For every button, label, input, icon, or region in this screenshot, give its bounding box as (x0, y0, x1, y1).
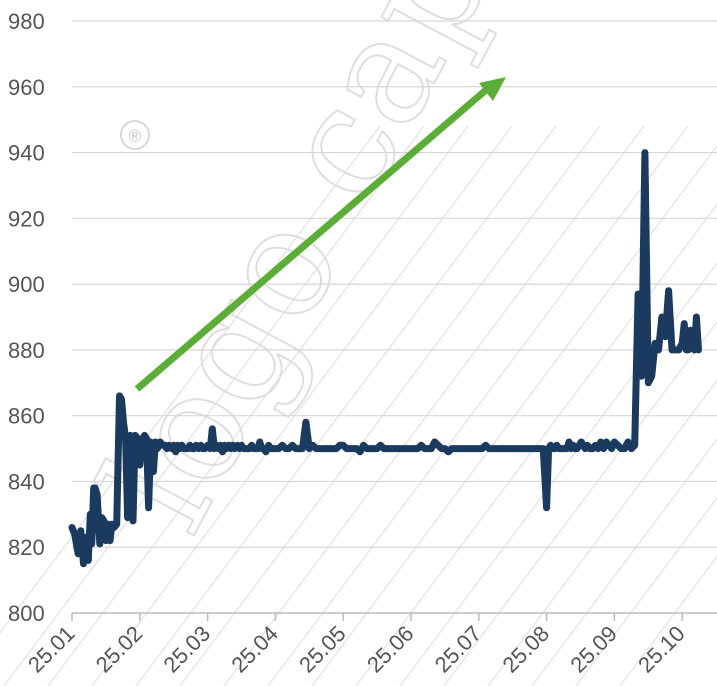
y-tick-label: 940 (8, 141, 45, 166)
y-tick-label: 860 (8, 404, 45, 429)
y-tick-label: 980 (8, 9, 45, 34)
trend-arrow-head (479, 77, 506, 101)
x-tick-label: 25.06 (362, 621, 419, 678)
y-gridlines (72, 20, 717, 548)
x-axis (71, 612, 717, 621)
x-axis-ticks: 25.01 25.02 25.03 25.04 25.05 25.06 25.07 25.08… (23, 621, 690, 678)
registered-mark-icon: ® (120, 120, 150, 150)
y-tick-label: 800 (8, 601, 45, 626)
trend-arrow-icon (134, 77, 506, 392)
x-tick-label: 25.02 (91, 621, 148, 678)
series-line (68, 149, 702, 568)
series-group (68, 149, 702, 568)
y-axis-ticks: 800 820 840 860 880 900 920 940 960 980 (8, 9, 45, 626)
y-tick-label: 880 (8, 338, 45, 363)
y-tick-label: 900 (8, 272, 45, 297)
x-tick-label: 25.04 (226, 621, 283, 678)
y-tick-label: 920 (8, 206, 45, 231)
y-tick-label: 840 (8, 469, 45, 494)
x-tick-label: 25.03 (159, 621, 216, 678)
x-tick-label: 25.10 (633, 621, 690, 678)
trend-arrow-shaft (134, 87, 489, 392)
x-tick-label: 25.08 (498, 621, 555, 678)
x-tick-label: 25.07 (430, 621, 487, 678)
x-tick-label: 25.05 (294, 621, 351, 678)
svg-text:®: ® (127, 127, 144, 147)
y-tick-label: 820 (8, 535, 45, 560)
y-tick-label: 960 (8, 75, 45, 100)
